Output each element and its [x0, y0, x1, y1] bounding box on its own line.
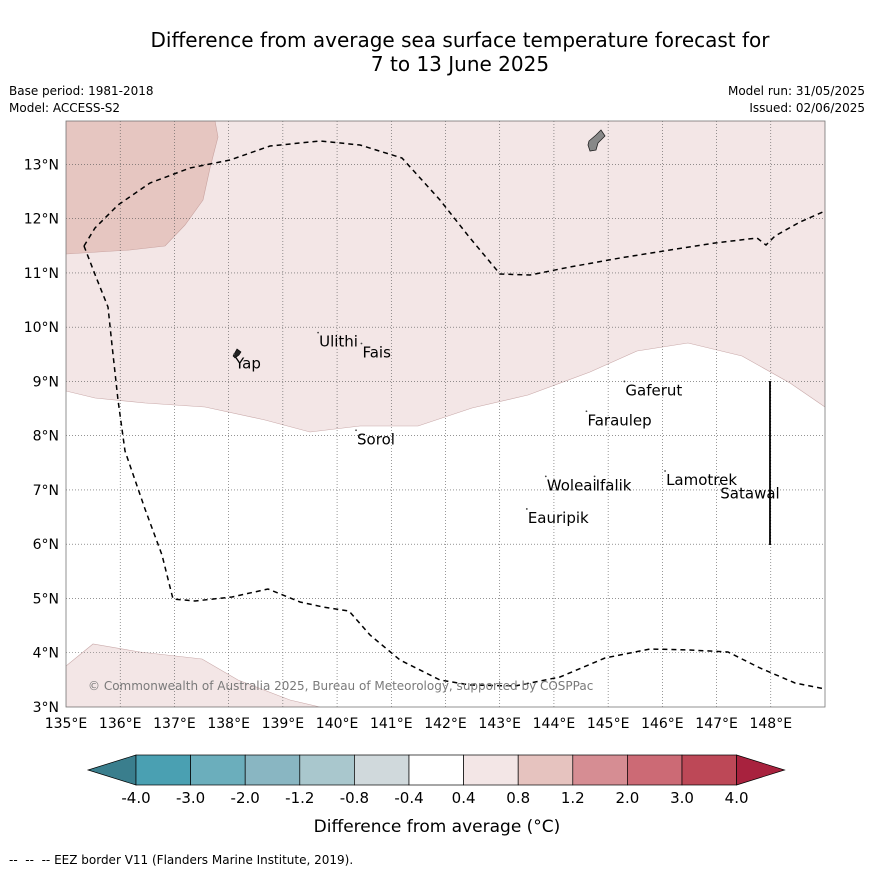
island-marker — [593, 475, 596, 478]
title-line-2: 7 to 13 June 2025 — [370, 52, 550, 76]
colorbar-segment — [190, 754, 246, 786]
lat-tick-label: 4°N — [33, 646, 59, 662]
anomaly-region-0.4-0.8-north — [66, 121, 825, 433]
lon-tick-label: 142°E — [424, 716, 467, 732]
lat-tick-label: 7°N — [33, 483, 59, 499]
colorbar-segment — [299, 754, 355, 786]
lat-tick-label: 5°N — [33, 591, 59, 607]
place-label: Woleai — [547, 476, 597, 494]
lon-tick-label: 135°E — [45, 716, 88, 732]
colorbar-tick-label: -3.0 — [176, 789, 205, 807]
island-marker — [623, 380, 626, 383]
lon-tick-label: 145°E — [587, 716, 630, 732]
island-marker — [664, 470, 666, 472]
colorbar-tick-label: -1.2 — [285, 789, 314, 807]
island-marker — [544, 475, 547, 478]
colorbar-tick-label: 2.0 — [615, 789, 639, 807]
place-label: Eauripik — [528, 509, 589, 527]
copyright-text: © Commonwealth of Australia 2025, Bureau… — [88, 679, 593, 693]
issued-date: Issued: 02/06/2025 — [749, 101, 865, 115]
colorbar-tick-label: 1.2 — [561, 789, 585, 807]
eez-note-text: EEZ border V11 (Flanders Marine Institut… — [54, 853, 354, 867]
lon-tick-label: 148°E — [749, 716, 792, 732]
island-marker — [355, 429, 357, 432]
eez-border-north — [83, 140, 825, 276]
meta-right: Model run: 31/05/2025 Issued: 02/06/2025 — [728, 83, 865, 117]
lon-tick-label: 140°E — [316, 716, 359, 732]
colorbar: -4.0 -3.0 -2.0 -1.2 -0.8 -0.4 0.4 0.8 1.2 2.0 3.0 4… — [86, 754, 786, 807]
meta-left: Base period: 1981-2018 Model: ACCESS-S2 — [9, 83, 154, 117]
colorbar-segment — [681, 754, 737, 786]
place-label: Satawal — [720, 485, 779, 503]
lat-tick-label: 11°N — [24, 266, 59, 282]
graticule — [66, 121, 825, 707]
lat-tick-label: 12°N — [24, 212, 59, 228]
title-line-1: Difference from average sea surface temp… — [150, 28, 770, 52]
colorbar-tick-label: -4.0 — [121, 789, 150, 807]
colorbar-tick-label: 3.0 — [670, 789, 694, 807]
dash-symbol: -- -- -- — [9, 853, 55, 867]
lon-tick-label: 137°E — [153, 716, 196, 732]
colorbar-segment — [408, 754, 464, 786]
eez-border-west — [83, 245, 825, 690]
place-label: Yap — [234, 354, 261, 372]
island-marker — [718, 483, 721, 486]
lon-tick-label: 147°E — [695, 716, 738, 732]
eez-legend-note: -- -- -- EEZ border V11 (Flanders Marine… — [9, 853, 353, 867]
colorbar-segment — [244, 754, 301, 786]
colorbar-tick-label: -2.0 — [231, 789, 260, 807]
lat-tick-labels: 3°N 4°N 5°N 6°N 7°N 8°N 9°N 10°N 11°N 12°N 13°N — [24, 157, 59, 716]
colorbar-tick-label: -0.4 — [394, 789, 423, 807]
colorbar-tick-label: 0.8 — [506, 789, 530, 807]
place-label: Sorol — [357, 430, 395, 448]
lat-tick-label: 13°N — [24, 157, 59, 173]
lon-tick-label: 138°E — [207, 716, 250, 732]
guam-island — [587, 129, 606, 152]
colorbar-segment — [354, 754, 410, 786]
lon-tick-label: 141°E — [370, 716, 413, 732]
lat-tick-label: 8°N — [33, 429, 59, 445]
anomaly-region-0.4-0.8-south — [66, 643, 321, 707]
place-label: Ulithi — [319, 333, 358, 351]
lon-tick-label: 143°E — [478, 716, 521, 732]
place-label: Gaferut — [625, 381, 682, 399]
lon-tick-label: 136°E — [99, 716, 142, 732]
colorbar-segment — [572, 754, 628, 786]
lat-tick-label: 9°N — [33, 374, 59, 390]
colorbar-segment — [135, 754, 191, 786]
place-label: Faraulep — [587, 411, 651, 429]
colorbar-segment — [463, 754, 519, 786]
place-label: Ifalik — [596, 476, 632, 494]
lon-tick-label: 146°E — [641, 716, 684, 732]
anomaly-region-0.8-1.2 — [66, 121, 219, 255]
lon-tick-label: 144°E — [533, 716, 576, 732]
lon-tick-labels: 135°E 136°E 137°E 138°E 139°E 140°E 141°E 142°E… — [45, 716, 792, 732]
place-label: Fais — [362, 343, 391, 361]
colorbar-tick-label: -0.8 — [340, 789, 369, 807]
yap-island — [232, 348, 242, 359]
colorbar-tick-label: 4.0 — [725, 789, 749, 807]
island-marker — [233, 353, 235, 356]
island-marker — [360, 342, 363, 345]
island-marker — [317, 331, 319, 334]
lat-tick-label: 10°N — [24, 320, 59, 336]
model-name: Model: ACCESS-S2 — [9, 101, 121, 115]
lat-tick-label: 6°N — [33, 537, 59, 553]
chart-title: Difference from average sea surface temp… — [90, 28, 830, 76]
lon-tick-label: 139°E — [262, 716, 305, 732]
colorbar-arrow-low — [86, 754, 137, 786]
colorbar-title: Difference from average (°C) — [314, 817, 561, 837]
colorbar-segment — [627, 754, 683, 786]
island-marker — [525, 508, 528, 510]
colorbar-arrow-high — [736, 754, 786, 786]
map-frame — [65, 120, 826, 708]
colorbar-segment — [517, 754, 574, 786]
lat-tick-label: 3°N — [33, 700, 59, 716]
model-run: Model run: 31/05/2025 — [727, 84, 865, 98]
base-period: Base period: 1981-2018 — [9, 84, 154, 98]
colorbar-tick-label: 0.4 — [452, 789, 476, 807]
island-marker — [585, 410, 588, 413]
